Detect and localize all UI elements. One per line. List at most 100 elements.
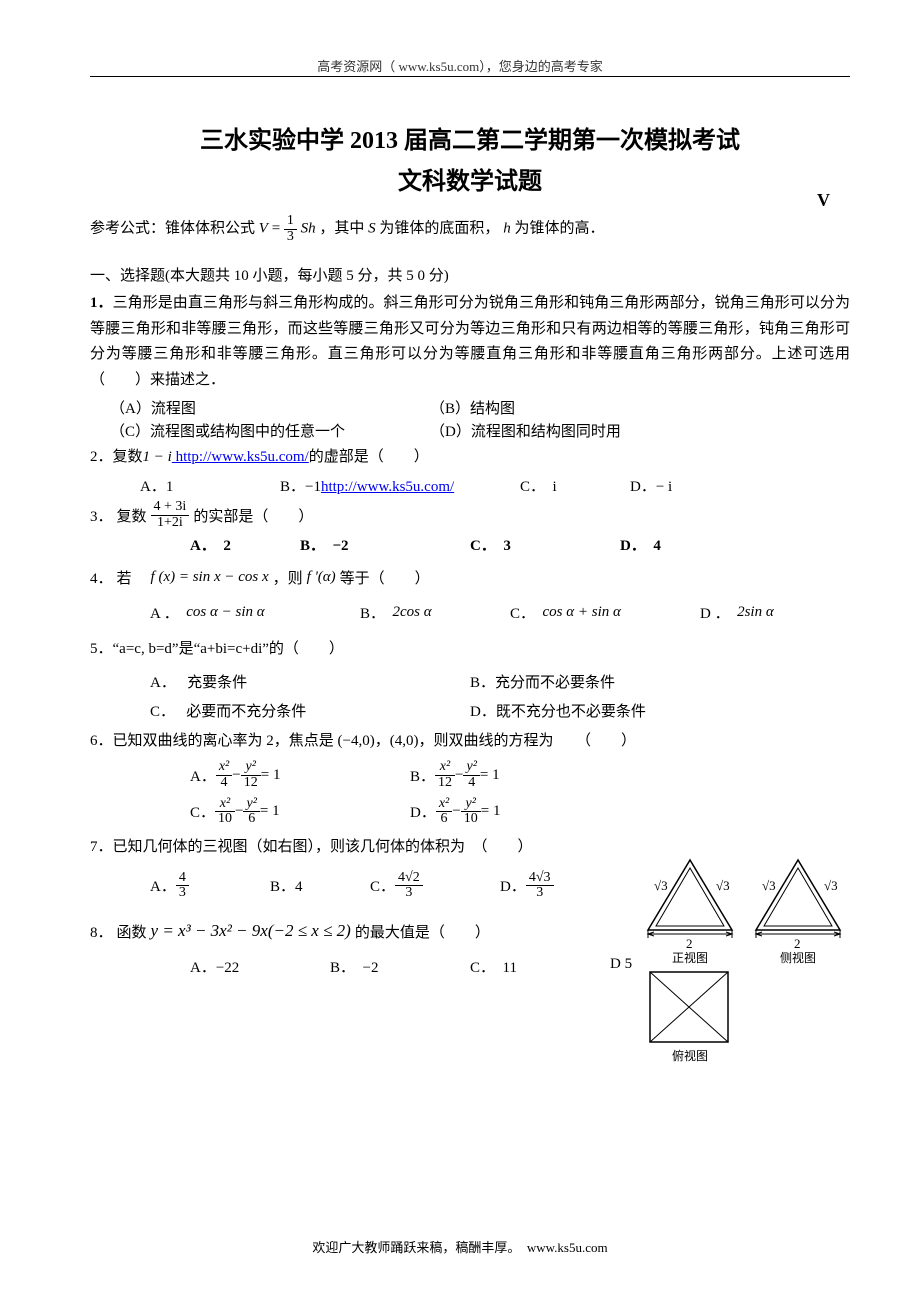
q8-text-a: 函数	[117, 921, 147, 942]
side-sqrt3-r: √3	[824, 878, 838, 893]
q3-opt-a: A． 2	[190, 534, 300, 555]
q6-d-pre: D．	[410, 801, 436, 822]
q1-text: 三角形是由直三角形与斜三角形构成的。斜三角形可分为锐角三角形和钝角三角形两部分，…	[90, 295, 850, 388]
formula-suffix: 为锥体的高．	[514, 221, 604, 237]
q4-fx: f (x) = sin x − cos x	[151, 569, 269, 586]
eq: =	[272, 221, 284, 237]
front-2: 2	[686, 936, 693, 951]
formula-mid2: 为锥体的底面积，	[379, 221, 499, 237]
front-label: 正视图	[672, 950, 708, 965]
formula-Sh: Sh	[301, 221, 316, 237]
q6-c-f2: y²6	[243, 797, 259, 827]
q4-c-expr: cos α + sin α	[543, 604, 621, 621]
q7-d-frac: 4√33	[526, 871, 554, 901]
q1-opt-c: （C）流程图或结构图中的任意一个	[110, 420, 430, 441]
q3-text-b: 的实部是（ ）	[193, 505, 313, 526]
q6-b-f2: y²4	[463, 760, 479, 790]
section-1-heading: 一、选择题(本大题共 10 小题，每小题 5 分，共 5 0 分)	[90, 264, 850, 285]
q4-a-expr: cos α − sin α	[186, 604, 264, 621]
q2-link[interactable]: http://www.ks5u.com/	[172, 449, 309, 465]
q5-opt-b: B．充分而不必要条件	[470, 671, 615, 692]
q7-a-frac: 43	[176, 871, 189, 901]
q7-text: 已知几何体的三视图（如右图），则该几何体的体积为 （ ）	[113, 839, 533, 855]
q7-num: 7．	[90, 839, 113, 855]
diagram-svg: √3 √3 2 正视图 √3 √3 2 侧视图	[640, 852, 850, 1072]
q7-c-pre: C．	[370, 875, 395, 896]
question-5: 5．“a=c, b=d”是“a+bi=c+di”的（ ）	[90, 637, 850, 663]
question-1: 1．三角形是由直三角形与斜三角形构成的。斜三角形可分为锐角三角形和钝角三角形两部…	[90, 291, 850, 393]
q4-b-expr: 2cos α	[393, 604, 432, 621]
q2-opt-b-link[interactable]: http://www.ks5u.com/	[321, 479, 454, 495]
q6-a-pre: A．	[190, 765, 216, 786]
q3-num: 3．	[90, 505, 113, 526]
question-6: 6．已知双曲线的离心率为 2，焦点是 (−4,0)，(4,0)，则双曲线的方程为…	[90, 729, 850, 755]
q4-b-pre: B．	[360, 602, 393, 623]
q6-c-pre: C．	[190, 801, 215, 822]
q7-d-pre: D．	[500, 875, 526, 896]
q6-b-pre: B．	[410, 765, 435, 786]
q8-opt-a: A．−22	[190, 956, 330, 977]
q3-opt-d: D． 4	[620, 534, 780, 555]
q5-opt-c: C． 必要而不充分条件	[150, 700, 470, 721]
q6-a-f1: x²4	[216, 760, 232, 790]
q6-options: A． x²4 − y²12 = 1 B． x²12 − y²4 = 1 C． x…	[190, 760, 850, 827]
q3-b: B． −2	[300, 538, 349, 554]
q7-a-pre: A．	[150, 875, 176, 896]
q3-options: A． 2 B． −2 C． 3 D． 4	[190, 534, 850, 555]
question-4: 4． 若 f (x) = sin x − cos x ，则 f '(α) 等于（…	[90, 567, 850, 588]
q3-opt-c: C． 3	[470, 534, 620, 555]
q3-opt-b: B． −2	[300, 534, 470, 555]
q6-text: 已知双曲线的离心率为 2，焦点是 (−4,0)，(4,0)，则双曲线的方程为 （…	[113, 733, 636, 749]
reference-formula: 参考公式：锥体体积公式 V = 13 Sh ，其中 S 为锥体的底面积， h 为…	[90, 214, 850, 244]
formula-V: V	[259, 221, 268, 237]
q1-options: （A）流程图 （B）结构图 （C）流程图或结构图中的任意一个 （D）流程图和结构…	[110, 397, 850, 441]
q3-d: D． 4	[620, 538, 661, 554]
q4-c-pre: C．	[510, 602, 543, 623]
header-rule	[90, 76, 850, 77]
formula-S: S	[368, 221, 376, 237]
q1-num: 1．	[90, 295, 113, 311]
q6-a-f2: y²12	[241, 760, 261, 790]
formula-h: h	[503, 221, 511, 237]
q4-text-a: 若	[117, 567, 147, 588]
page-header: 高考资源网（ www.ks5u.com），您身边的高考专家	[0, 56, 920, 75]
q8-opt-c: C． 11	[470, 956, 610, 977]
q2-opt-d: D．− i	[630, 475, 790, 496]
q2-text-a: 复数	[113, 449, 143, 465]
q2-num: 2．	[90, 449, 113, 465]
q6-num: 6．	[90, 729, 113, 755]
q4-text-b: ，则	[273, 567, 303, 588]
q3-frac: 4 + 3i1+2i	[151, 500, 190, 530]
side-label: 侧视图	[780, 950, 816, 965]
q4-options: A ． cos α − sin α B． 2cos α C． cos α + s…	[150, 602, 850, 623]
page-footer: 欢迎广大教师踊跃来稿，稿酬丰厚。 www.ks5u.com	[0, 1237, 920, 1256]
q5-opt-d: D．既不充分也不必要条件	[470, 700, 646, 721]
q8-num: 8．	[90, 921, 113, 942]
q4-fprime: f '(α)	[307, 569, 336, 586]
q8-expr: y = x³ − 3x² − 9x(−2 ≤ x ≤ 2)	[151, 921, 351, 941]
three-view-diagram: √3 √3 2 正视图 √3 √3 2 侧视图	[640, 852, 850, 1072]
q7-b: B．4	[270, 875, 370, 896]
q2-text-b: 的虚部是（ ）	[309, 449, 429, 465]
front-view	[648, 860, 732, 938]
front-sqrt3-r: √3	[716, 878, 730, 893]
formula-prefix: 参考公式：锥体体积公式	[90, 221, 255, 237]
q5-opt-a: A． 充要条件	[150, 671, 470, 692]
q6-d-f2: y²10	[461, 797, 481, 827]
q1-opt-b: （B）结构图	[430, 397, 515, 418]
q3-a: A． 2	[190, 538, 231, 554]
q5-options: A． 充要条件 B．充分而不必要条件 C． 必要而不充分条件 D．既不充分也不必…	[150, 671, 850, 721]
q2-opt-c: C． i	[520, 475, 630, 496]
q6-c-f1: x²10	[215, 797, 235, 827]
q3-text-a: 复数	[117, 505, 147, 526]
q8-text-b: 的最大值是（ ）	[355, 921, 490, 942]
q4-d-expr: 2sin α	[737, 604, 774, 621]
top-view	[650, 972, 728, 1042]
question-3: 3． 复数 4 + 3i1+2i 的实部是（ ）	[90, 500, 850, 530]
q2-options: A．1 B．−1http://www.ks5u.com/ C． i D．− i	[140, 475, 850, 496]
page: 高考资源网（ www.ks5u.com），您身边的高考专家 三水实验中学 201…	[0, 0, 920, 1302]
formula-mid: ，其中	[319, 221, 368, 237]
q6-d-f1: x²6	[436, 797, 452, 827]
q2-opt-b-pre: B．−1	[280, 479, 321, 495]
front-sqrt3-l: √3	[654, 878, 668, 893]
